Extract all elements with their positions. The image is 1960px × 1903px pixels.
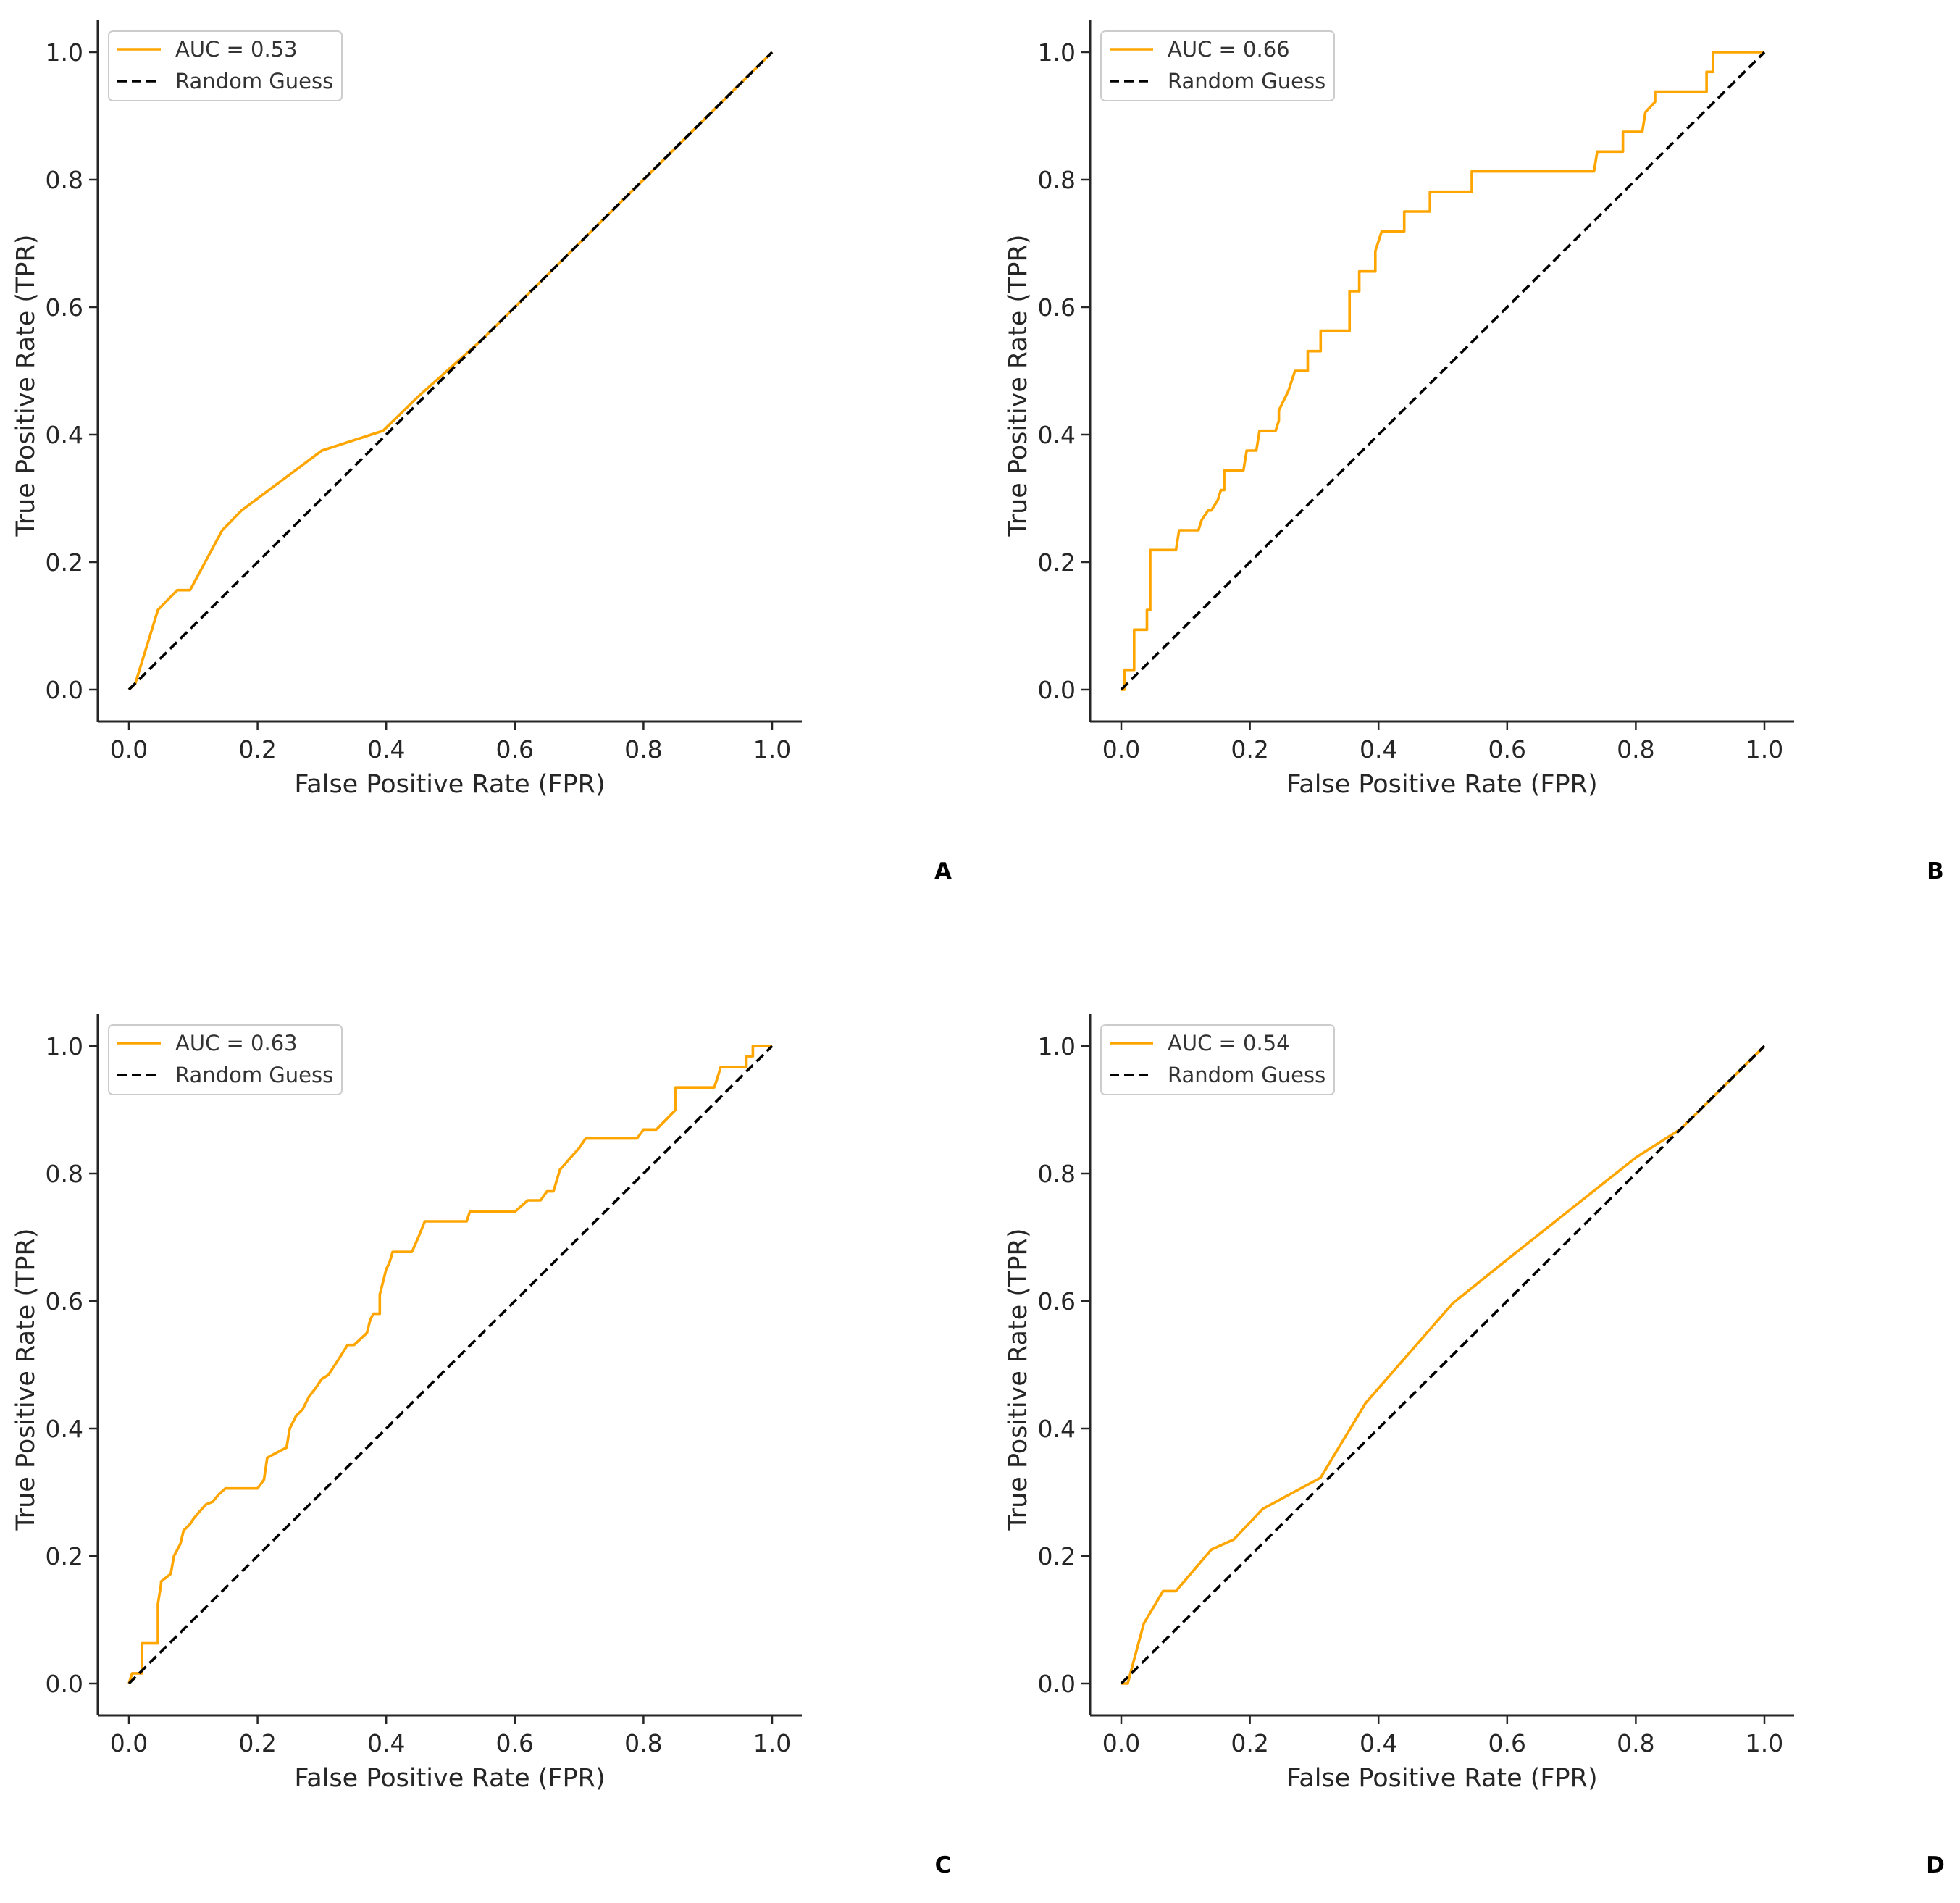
legend-entry: Random Guess	[175, 69, 333, 93]
y-tick-label: 0.6	[46, 293, 83, 322]
y-tick-label: 1.0	[46, 1032, 83, 1061]
x-tick-label: 1.0	[753, 735, 791, 764]
x-axis-label: False Positive Rate (FPR)	[294, 1764, 605, 1793]
legend-entry: Random Guess	[175, 1063, 333, 1087]
x-tick-label: 0.0	[1102, 735, 1140, 764]
x-tick-label: 0.6	[496, 1729, 534, 1757]
x-tick-label: 0.0	[110, 1729, 148, 1757]
y-tick-label: 1.0	[46, 38, 83, 67]
roc-curve	[1121, 1045, 1766, 1685]
x-tick-label: 0.0	[1102, 1729, 1140, 1757]
y-tick-label: 0.0	[1038, 1670, 1076, 1698]
legend-box	[108, 1024, 343, 1095]
y-axis-label: True Positive Rate (TPR)	[1004, 1228, 1033, 1531]
legend-entry: Random Guess	[1168, 69, 1325, 93]
legend-box	[1100, 30, 1335, 101]
y-tick-label: 0.8	[1038, 1160, 1076, 1188]
legend-box	[108, 30, 343, 101]
y-tick-label: 1.0	[1038, 38, 1076, 67]
y-tick-label: 0.4	[46, 421, 83, 449]
y-tick-label: 0.8	[46, 166, 83, 194]
y-tick-label: 0.4	[1038, 1415, 1076, 1443]
random-guess-line	[1120, 1045, 1766, 1685]
x-axis-label: False Positive Rate (FPR)	[294, 770, 605, 799]
random-guess-line	[127, 51, 774, 691]
y-tick-label: 0.2	[46, 548, 83, 577]
panel-letter: C	[935, 1852, 952, 1878]
x-tick-label: 0.4	[1360, 1729, 1397, 1757]
legend-entry: AUC = 0.63	[175, 1031, 298, 1055]
legend-box	[1100, 1024, 1335, 1095]
x-axis-label: False Positive Rate (FPR)	[1286, 770, 1597, 799]
roc-curve	[1121, 51, 1764, 691]
y-tick-label: 1.0	[1038, 1032, 1076, 1061]
panel-b: 0.0 0.2 0.4 0.6 0.8 1.0 0.0 0.2 0.4 0.6 0.8 1.0 Fals…	[1004, 20, 1944, 884]
x-tick-label: 1.0	[1746, 1729, 1783, 1757]
y-axis-label: True Positive Rate (TPR)	[1004, 234, 1033, 537]
panel-letter: D	[1926, 1852, 1945, 1878]
x-tick-label: 0.8	[624, 735, 662, 764]
panel-letter: A	[934, 858, 952, 884]
y-tick-label: 0.6	[1038, 1287, 1076, 1316]
panel-a: 0.0 0.2 0.4 0.6 0.8 1.0 0.0 0.2 0.4 0.6 0.8 1.0 Fals…	[12, 20, 952, 884]
x-tick-label: 0.6	[1488, 735, 1526, 764]
x-tick-label: 0.6	[1488, 1729, 1526, 1757]
x-tick-label: 0.2	[238, 735, 276, 764]
y-axis-label: True Positive Rate (TPR)	[12, 1228, 41, 1531]
panel-c: 0.0 0.2 0.4 0.6 0.8 1.0 0.0 0.2 0.4 0.6 0.8 1.0 Fals…	[12, 1014, 951, 1878]
roc-curve	[127, 1045, 772, 1684]
x-tick-label: 0.8	[1617, 735, 1654, 764]
x-tick-label: 0.2	[238, 1729, 276, 1757]
legend-entry: AUC = 0.54	[1168, 1031, 1290, 1055]
panel-d: 0.0 0.2 0.4 0.6 0.8 1.0 0.0 0.2 0.4 0.6 0.8 1.0 Fals…	[1004, 1014, 1945, 1878]
x-axis-label: False Positive Rate (FPR)	[1286, 1764, 1597, 1793]
x-tick-label: 0.2	[1231, 735, 1268, 764]
y-tick-label: 0.8	[46, 1160, 83, 1188]
y-tick-label: 0.0	[46, 676, 83, 704]
y-tick-label: 0.0	[1038, 676, 1076, 704]
x-tick-label: 1.0	[1746, 735, 1783, 764]
y-tick-label: 0.2	[1038, 548, 1076, 577]
y-tick-label: 0.4	[46, 1415, 83, 1443]
y-tick-label: 0.8	[1038, 166, 1076, 194]
x-tick-label: 0.8	[624, 1729, 662, 1757]
x-tick-label: 0.4	[367, 1729, 405, 1757]
legend-entry: Random Guess	[1168, 1063, 1325, 1087]
y-tick-label: 0.2	[1038, 1542, 1076, 1571]
y-tick-label: 0.6	[1038, 293, 1076, 322]
x-tick-label: 0.4	[1360, 735, 1397, 764]
x-tick-label: 0.6	[496, 735, 534, 764]
random-guess-line	[1120, 51, 1766, 691]
legend-entry: AUC = 0.66	[1168, 37, 1290, 62]
random-guess-line	[127, 1045, 774, 1685]
x-tick-label: 0.8	[1617, 1729, 1654, 1757]
x-tick-label: 1.0	[753, 1729, 791, 1757]
legend-entry: AUC = 0.53	[175, 37, 298, 62]
y-tick-label: 0.2	[46, 1542, 83, 1571]
x-tick-label: 0.4	[367, 735, 405, 764]
y-tick-label: 0.6	[46, 1287, 83, 1316]
x-tick-label: 0.2	[1231, 1729, 1268, 1757]
y-axis-label: True Positive Rate (TPR)	[12, 234, 41, 537]
panel-letter: B	[1927, 858, 1944, 884]
y-tick-label: 0.0	[46, 1670, 83, 1698]
x-tick-label: 0.0	[110, 735, 148, 764]
y-tick-label: 0.4	[1038, 421, 1076, 449]
